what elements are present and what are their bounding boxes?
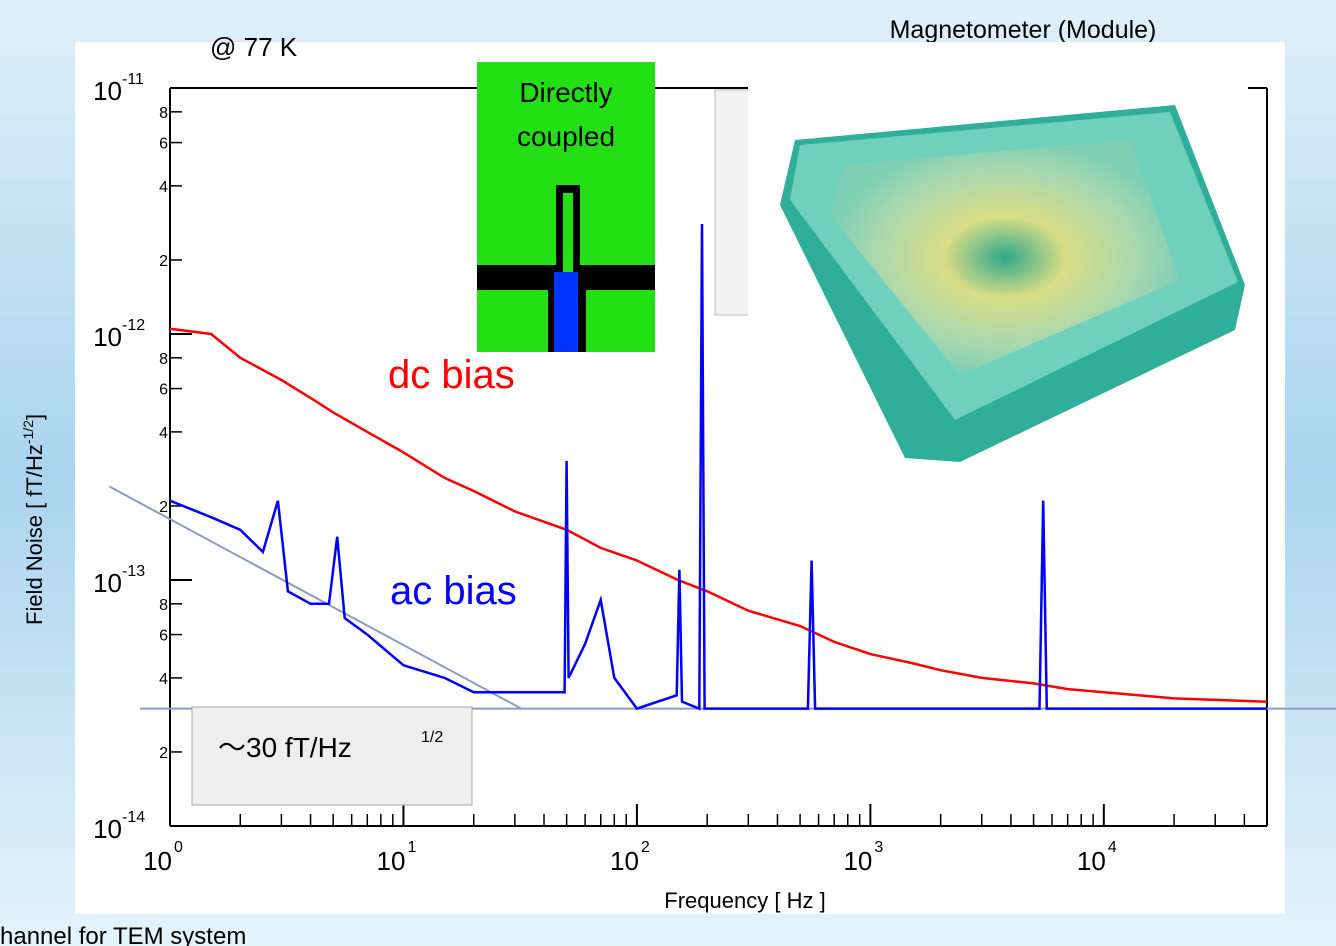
y-tick-label: 10 bbox=[93, 76, 122, 106]
inset-label: Directly bbox=[519, 77, 612, 108]
x-tick-power: 3 bbox=[874, 839, 883, 856]
y-tick-label: 10 bbox=[93, 568, 122, 598]
x-tick-label: 10 bbox=[610, 846, 639, 876]
y-minor-label: 2 bbox=[159, 253, 168, 270]
y-minor-label: 4 bbox=[159, 179, 168, 196]
annotation-sup: 1/2 bbox=[421, 729, 443, 746]
y-axis-label-tail: ] bbox=[22, 414, 47, 420]
y-axis-label: Field Noise [ fT/Hz-1/2] bbox=[20, 414, 47, 625]
y-minor-label: 8 bbox=[159, 105, 168, 122]
x-axis-label: Frequency [ Hz ] bbox=[664, 888, 825, 913]
slide: @ 77 K Magnetometer (Module) 10-1410-131… bbox=[0, 0, 1336, 946]
chart-title: @ 77 K bbox=[210, 32, 298, 62]
y-axis-label-text: Field Noise [ fT/Hz bbox=[22, 444, 47, 625]
x-tick-power: 4 bbox=[1108, 839, 1117, 856]
y-tick-label: 10 bbox=[93, 322, 122, 352]
y-axis-label-sup: -1/2 bbox=[20, 420, 36, 444]
footer-text: hannel for TEM system bbox=[0, 923, 246, 946]
y-tick-power: -14 bbox=[122, 809, 145, 826]
series-label: dc bias bbox=[388, 353, 515, 397]
inset-label: coupled bbox=[517, 121, 615, 152]
inset-shape bbox=[580, 290, 586, 352]
annotation-text: ～30 fT/Hz bbox=[218, 732, 352, 763]
y-minor-label: 6 bbox=[159, 382, 168, 399]
x-tick-power: 2 bbox=[641, 839, 650, 856]
y-minor-label: 8 bbox=[159, 351, 168, 368]
y-minor-label: 2 bbox=[159, 745, 168, 762]
y-minor-label: 8 bbox=[159, 597, 168, 614]
photo-caption: Magnetometer (Module) bbox=[890, 16, 1157, 44]
y-tick-power: -12 bbox=[122, 317, 145, 334]
inset-shape bbox=[563, 193, 573, 273]
series-label: ac bias bbox=[390, 569, 517, 613]
x-tick-label: 10 bbox=[377, 846, 406, 876]
page: @ 77 K Magnetometer (Module) 10-1410-131… bbox=[0, 0, 1336, 946]
x-tick-label: 10 bbox=[1077, 846, 1106, 876]
x-tick-label: 10 bbox=[143, 846, 172, 876]
inset-diagram: Directly coupled bbox=[477, 62, 655, 352]
y-minor-label: 4 bbox=[159, 425, 168, 442]
photo bbox=[748, 42, 1248, 470]
y-tick-label: 10 bbox=[93, 814, 122, 844]
y-minor-label: 4 bbox=[159, 671, 168, 688]
inset-shape bbox=[554, 272, 578, 352]
y-tick-power: -11 bbox=[122, 71, 144, 88]
x-tick-power: 1 bbox=[407, 839, 416, 856]
x-tick-power: 0 bbox=[174, 839, 183, 856]
y-minor-label: 6 bbox=[159, 628, 168, 645]
y-tick-power: -13 bbox=[122, 563, 145, 580]
x-tick-label: 10 bbox=[843, 846, 872, 876]
y-minor-label: 6 bbox=[159, 136, 168, 153]
